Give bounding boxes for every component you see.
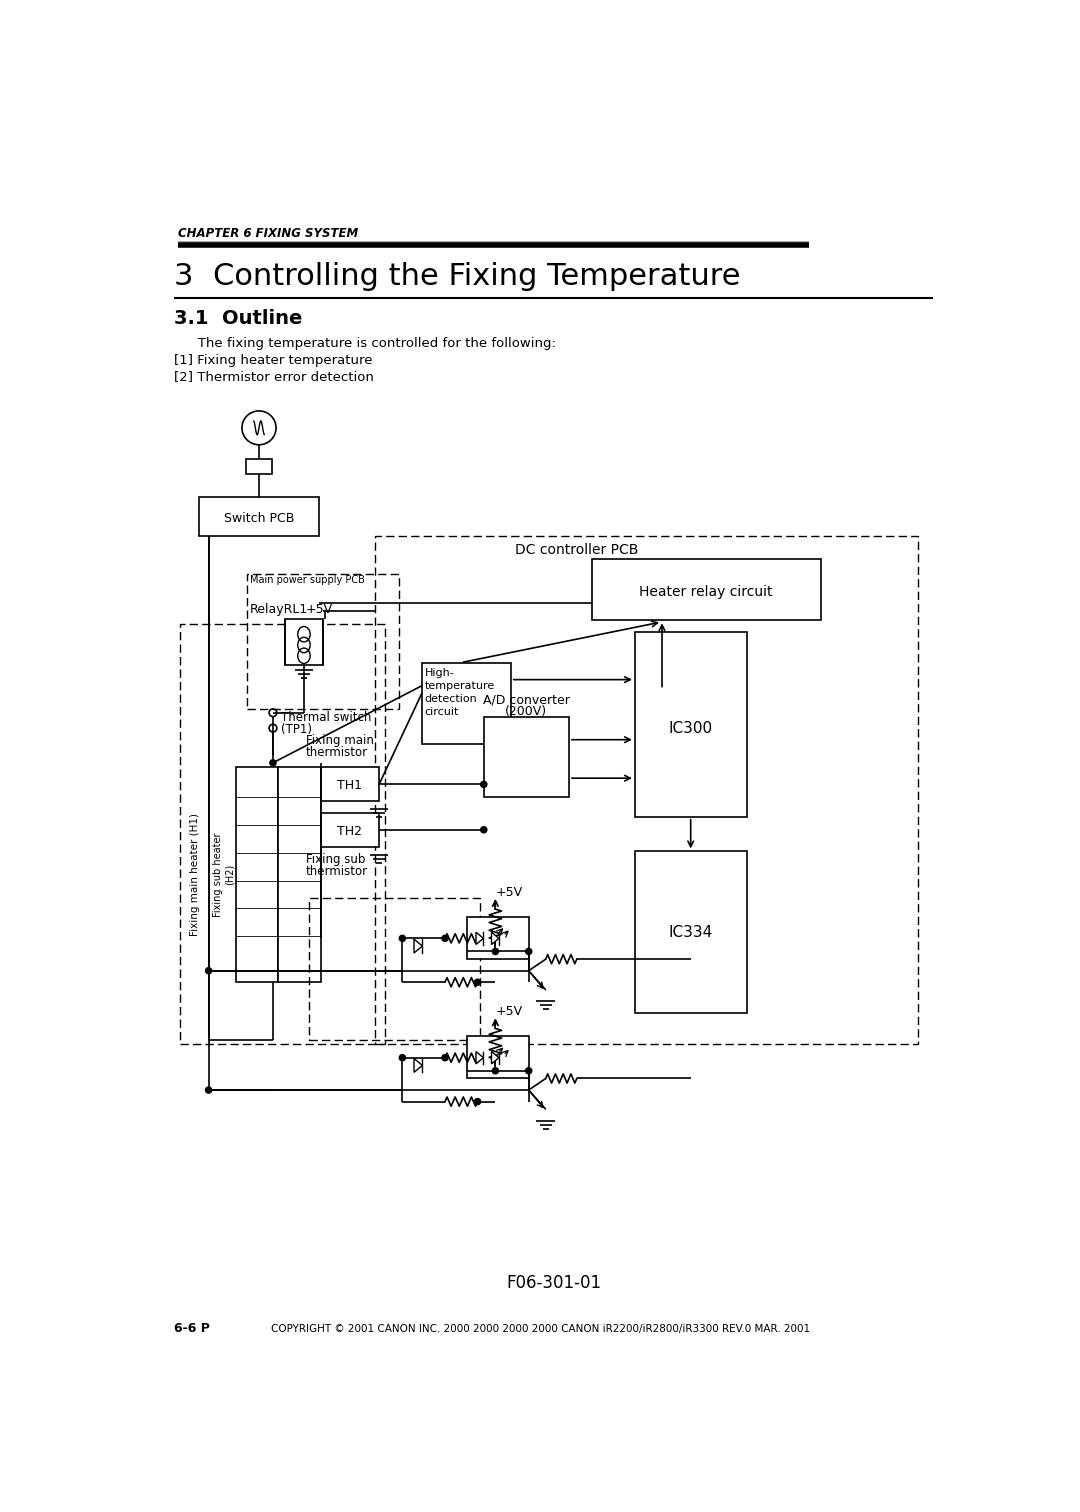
Text: temperature: temperature xyxy=(424,680,495,691)
Text: TH1: TH1 xyxy=(337,779,362,792)
Polygon shape xyxy=(476,1051,484,1064)
Text: A/D converter: A/D converter xyxy=(483,692,570,706)
Polygon shape xyxy=(491,933,499,945)
Text: circuit: circuit xyxy=(424,708,459,717)
Text: 6-6 P: 6-6 P xyxy=(174,1321,210,1335)
Text: IC334: IC334 xyxy=(669,925,713,939)
Text: [2] Thermistor error detection: [2] Thermistor error detection xyxy=(174,370,374,384)
Bar xyxy=(592,559,821,620)
Text: thermistor: thermistor xyxy=(306,747,367,759)
Text: COPYRIGHT © 2001 CANON INC. 2000 2000 2000 2000 CANON iR2200/iR2800/iR3300 REV.0: COPYRIGHT © 2001 CANON INC. 2000 2000 20… xyxy=(271,1323,810,1334)
Bar xyxy=(284,618,323,665)
Bar xyxy=(635,851,747,1013)
Text: The fixing temperature is controlled for the following:: The fixing temperature is controlled for… xyxy=(186,337,556,349)
Bar xyxy=(199,497,319,535)
Circle shape xyxy=(492,948,499,954)
Text: 3  Controlling the Fixing Temperature: 3 Controlling the Fixing Temperature xyxy=(174,263,740,292)
Bar xyxy=(180,624,386,1043)
Bar xyxy=(235,767,279,983)
Text: thermistor: thermistor xyxy=(306,865,367,878)
Text: [1] Fixing heater temperature: [1] Fixing heater temperature xyxy=(174,354,373,366)
Circle shape xyxy=(526,1067,531,1074)
Text: Fixing main heater (H1): Fixing main heater (H1) xyxy=(190,813,201,936)
Circle shape xyxy=(205,1087,212,1093)
Bar xyxy=(279,767,321,983)
Text: TH2: TH2 xyxy=(337,826,362,838)
Bar xyxy=(321,767,379,801)
Bar xyxy=(422,662,511,744)
Polygon shape xyxy=(476,933,484,945)
Text: 3.1  Outline: 3.1 Outline xyxy=(174,308,302,328)
Bar xyxy=(484,717,569,797)
Circle shape xyxy=(205,968,212,974)
Circle shape xyxy=(474,980,481,986)
Text: Fixing sub: Fixing sub xyxy=(306,853,365,865)
Polygon shape xyxy=(414,1058,422,1072)
Text: F06-301-01: F06-301-01 xyxy=(505,1273,602,1291)
Text: (200V): (200V) xyxy=(505,705,548,718)
Polygon shape xyxy=(491,1051,499,1064)
Text: RelayRL1: RelayRL1 xyxy=(249,603,308,615)
Text: Main power supply PCB: Main power supply PCB xyxy=(249,575,365,585)
Text: +5V: +5V xyxy=(496,1005,523,1018)
Bar xyxy=(309,898,480,1040)
Text: DC controller PCB: DC controller PCB xyxy=(515,543,638,556)
Bar xyxy=(247,575,399,709)
Text: Switch PCB: Switch PCB xyxy=(224,513,294,525)
Text: High-: High- xyxy=(424,668,455,677)
Text: IC300: IC300 xyxy=(669,721,713,736)
Text: Heater relay circuit: Heater relay circuit xyxy=(639,585,773,599)
Bar xyxy=(635,632,747,816)
Text: +5V: +5V xyxy=(496,886,523,898)
Text: Fixing sub heater
(H2): Fixing sub heater (H2) xyxy=(214,832,235,916)
Circle shape xyxy=(492,1067,499,1074)
Circle shape xyxy=(400,936,405,942)
Circle shape xyxy=(270,759,276,767)
Text: +5V: +5V xyxy=(306,603,333,615)
Circle shape xyxy=(526,948,531,954)
Text: Thermal switch: Thermal switch xyxy=(281,711,372,724)
Circle shape xyxy=(481,782,487,788)
Bar xyxy=(375,535,918,1043)
Circle shape xyxy=(442,1055,448,1061)
Bar xyxy=(246,458,272,475)
Polygon shape xyxy=(414,939,422,953)
Circle shape xyxy=(442,936,448,942)
Text: CHAPTER 6 FIXING SYSTEM: CHAPTER 6 FIXING SYSTEM xyxy=(177,227,357,240)
Bar xyxy=(467,916,529,959)
Bar xyxy=(321,813,379,848)
Text: (TP1): (TP1) xyxy=(281,723,312,736)
Circle shape xyxy=(400,1055,405,1061)
Text: detection: detection xyxy=(424,694,477,705)
Bar xyxy=(467,1036,529,1078)
Circle shape xyxy=(474,1099,481,1105)
Text: Fixing main: Fixing main xyxy=(306,733,374,747)
Circle shape xyxy=(481,827,487,833)
